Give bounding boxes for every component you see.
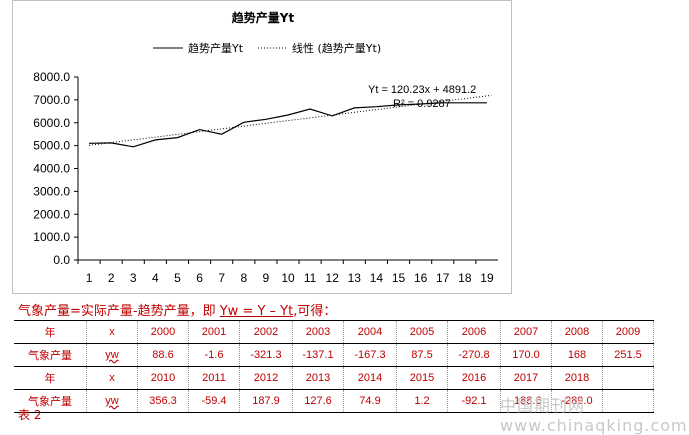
y-tick-label: 2000.0: [33, 207, 70, 221]
value-cell: 74.9: [343, 389, 397, 413]
x-tick-label: 13: [348, 271, 362, 285]
x-tick-label: 17: [436, 271, 450, 285]
x-tick-label: 10: [281, 271, 295, 285]
x-tick-label: 3: [130, 271, 137, 285]
formula-line: 气象产量=实际产量-趋势产量，即 Yw = Y – Yt,可得：: [18, 300, 336, 319]
x-tick-label: 19: [480, 271, 494, 285]
series-line: [89, 102, 487, 148]
formula-prefix: 气象产量=实际产量-趋势产量，即: [18, 304, 220, 319]
value-cell: 2014: [343, 366, 397, 390]
table-caption: 表 2: [18, 408, 42, 422]
value-cell: 356.3: [137, 389, 189, 413]
value-cell: -137.1: [292, 343, 344, 367]
chart-title: 趋势产量Yt: [232, 10, 295, 25]
plot-area: 0.0 1000.0 2000.0 3000.0 4000.0 5000.0 6000.0 7…: [33, 70, 498, 285]
y-tick-label: 7000.0: [33, 93, 70, 107]
value-cell: -167.3: [343, 343, 397, 367]
trend-chart: 趋势产量Yt 趋势产量Yt 线性 (趋势产量Yt) 0.0 1000.0 2000.…: [33, 10, 498, 285]
legend-label-series: 趋势产量Yt: [188, 41, 244, 55]
value-cell: -289.0: [551, 389, 603, 413]
table-row: 气象产量 yw 88.6 -1.6 -321.3 -137.1 -167.3 87.5 -270…: [14, 343, 654, 367]
x-tick-label: 6: [196, 271, 203, 285]
variable-cell: x: [86, 366, 138, 390]
x-tick-label: 9: [263, 271, 270, 285]
x-tick-label: 8: [240, 271, 247, 285]
value-cell: 2003: [292, 320, 344, 344]
y-tick-label: 3000.0: [33, 184, 70, 198]
row-label-cell: 气象产量: [14, 389, 87, 413]
x-tick-label: 4: [152, 271, 159, 285]
x-tick-label: 11: [304, 271, 317, 285]
chart-panel: 趋势产量Yt 趋势产量Yt 线性 (趋势产量Yt) 0.0 1000.0 2000.…: [12, 0, 512, 294]
value-cell: -321.3: [239, 343, 293, 367]
value-cell: 2012: [239, 366, 293, 390]
value-cell: 2004: [343, 320, 397, 344]
table-row: 年 x 2010 2011 2012 2013 2014 2015 2016 2017 2018: [14, 366, 654, 390]
value-cell: 127.6: [292, 389, 344, 413]
value-cell: 2016: [447, 366, 501, 390]
value-cell: 251.5: [602, 343, 654, 367]
value-cell: 1.2: [396, 389, 448, 413]
y-tick-label: 6000.0: [33, 116, 70, 130]
x-tick-label: 18: [458, 271, 472, 285]
y-tick-label: 0.0: [53, 253, 70, 267]
x-tick-label: 5: [174, 271, 181, 285]
value-cell: 2000: [137, 320, 189, 344]
value-cell: 2013: [292, 366, 344, 390]
value-cell: 187.9: [239, 389, 293, 413]
value-cell: 2015: [396, 366, 448, 390]
value-cell: 2008: [551, 320, 603, 344]
value-cell: -92.1: [447, 389, 501, 413]
value-cell: 2002: [239, 320, 293, 344]
x-tick-label: 2: [108, 271, 115, 285]
formula-equation: Yw = Y – Yt: [219, 304, 294, 319]
value-cell: -188.6: [500, 389, 552, 413]
variable-cell: yw: [86, 343, 138, 367]
row-label-cell: 年: [14, 320, 87, 344]
value-cell: 2009: [602, 320, 654, 344]
value-cell: -270.8: [447, 343, 501, 367]
x-tick-label: 14: [370, 271, 384, 285]
value-cell: 168: [551, 343, 603, 367]
row-label-cell: 年: [14, 366, 87, 390]
variable-cell: yw: [86, 389, 138, 413]
value-cell: 87.5: [396, 343, 448, 367]
value-cell: 2001: [188, 320, 240, 344]
legend-label-trend: 线性 (趋势产量Yt): [292, 41, 381, 55]
value-cell: [602, 389, 654, 413]
value-cell: 2005: [396, 320, 448, 344]
value-cell: 88.6: [137, 343, 189, 367]
trendline-r-squared: R² = 0.9287: [393, 98, 451, 110]
value-cell: -59.4: [188, 389, 240, 413]
value-cell: 2007: [500, 320, 552, 344]
value-cell: 2006: [447, 320, 501, 344]
chart-legend: 趋势产量Yt 线性 (趋势产量Yt): [153, 41, 381, 55]
x-tick-label: 16: [414, 271, 428, 285]
y-tick-label: 5000.0: [33, 139, 70, 153]
x-tick-label: 15: [392, 271, 406, 285]
table-row: 年 x 2000 2001 2002 2003 2004 2005 2006 2007 2008 20…: [14, 320, 654, 344]
variable-cell: x: [86, 320, 138, 344]
trendline-equation: Yt = 120.23x + 4891.2: [368, 84, 476, 96]
x-tick-label: 7: [218, 271, 225, 285]
value-cell: 2011: [188, 366, 240, 390]
meteorological-yield-table: 年 x 2000 2001 2002 2003 2004 2005 2006 2007 2008 20…: [14, 320, 654, 413]
value-cell: 170.0: [500, 343, 552, 367]
value-cell: [602, 366, 654, 390]
y-tick-label: 1000.0: [33, 230, 70, 244]
value-cell: 2018: [551, 366, 603, 390]
y-tick-label: 4000.0: [33, 162, 70, 176]
x-tick-label: 1: [86, 271, 93, 285]
watermark: 中国期刊网 www.chinaqking.com: [500, 396, 688, 435]
table-row: 气象产量 yw 356.3 -59.4 187.9 127.6 74.9 1.2 -92.1 -1…: [14, 389, 654, 413]
value-cell: 2010: [137, 366, 189, 390]
row-label-cell: 气象产量: [14, 343, 87, 367]
x-tick-label: 12: [326, 271, 340, 285]
value-cell: -1.6: [188, 343, 240, 367]
formula-suffix: ,可得：: [293, 304, 337, 319]
y-tick-label: 8000.0: [33, 70, 70, 84]
value-cell: 2017: [500, 366, 552, 390]
